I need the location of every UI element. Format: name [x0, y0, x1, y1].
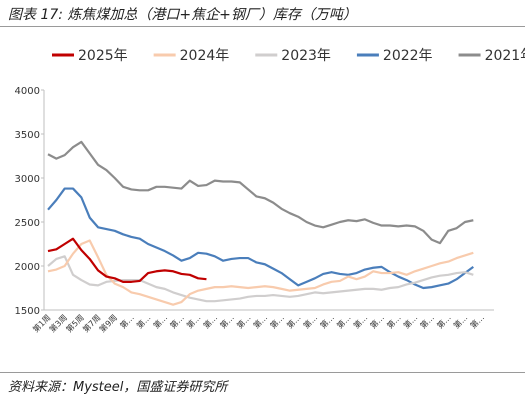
y-tick-label: 2000 [15, 262, 40, 273]
x-tick-label: 第... [201, 312, 219, 330]
legend-label: 2023年 [281, 48, 331, 64]
legend-label: 2025年 [78, 48, 128, 64]
x-tick-label: 第... [351, 312, 369, 330]
legend-label: 2022年 [383, 48, 433, 64]
x-tick-label: 第... [318, 312, 336, 330]
x-tick-label: 第... [418, 312, 436, 330]
x-tick-label: 第7周 [80, 312, 102, 334]
x-tick-label: 第... [151, 312, 169, 330]
y-tick-label: 1500 [15, 306, 40, 317]
x-tick-label: 第... [168, 312, 186, 330]
x-tick-label: 第... [368, 312, 386, 330]
series-line [47, 140, 474, 245]
x-tick-label: 第5周 [64, 312, 86, 334]
chart: 150020002500300035004000第1周第3周第5周第7周第9周第… [15, 48, 525, 334]
x-tick-label: 第... [401, 312, 419, 330]
y-tick-label: 2500 [15, 218, 40, 229]
series-line [47, 239, 474, 306]
x-tick-label: 第... [218, 312, 236, 330]
chart-title: 图表 17: 炼焦煤加总（港口+焦企+钢厂）库存（万吨） [8, 7, 357, 23]
y-tick-label: 3000 [15, 174, 40, 185]
x-tick-label: 第... [301, 312, 319, 330]
y-tick-label: 4000 [15, 86, 40, 97]
x-tick-label: 第... [184, 312, 202, 330]
x-tick-label: 第... [284, 312, 302, 330]
x-tick-label: 第... [118, 312, 136, 330]
x-tick-label: 第9周 [97, 312, 119, 334]
series-line [47, 187, 474, 290]
x-tick-label: 第... [134, 312, 152, 330]
y-tick-label: 3500 [15, 130, 40, 141]
x-tick-label: 第... [234, 312, 252, 330]
x-tick-label: 第... [268, 312, 286, 330]
x-tick-label: 第... [435, 312, 453, 330]
x-tick-label: 第3周 [47, 312, 69, 334]
source-rule [0, 372, 525, 373]
x-tick-label: 第... [251, 312, 269, 330]
x-tick-label: 第... [468, 312, 486, 330]
source: 资料来源：Mysteel，国盛证券研究所 [8, 380, 228, 395]
legend-label: 2024年 [180, 48, 230, 64]
x-tick-label: 第... [451, 312, 469, 330]
title-rule [0, 26, 525, 27]
x-tick-label: 第... [385, 312, 403, 330]
x-tick-label: 第... [335, 312, 353, 330]
series-line [47, 237, 207, 283]
legend-label: 2021年 [485, 48, 525, 64]
